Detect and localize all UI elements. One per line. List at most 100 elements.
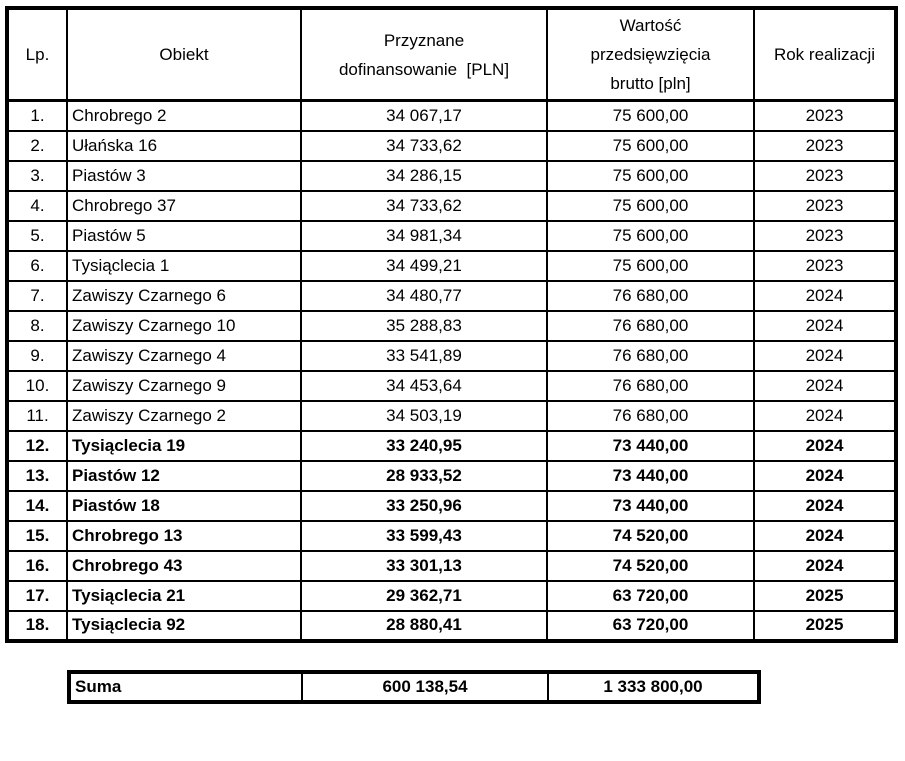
wartosc-cell: 63 720,00 (546, 609, 755, 642)
obiekt-cell: Zawiszy Czarnego 10 (66, 309, 302, 342)
dofinansowanie-cell: 35 288,83 (300, 309, 548, 342)
lp-cell: 2. (6, 129, 68, 162)
obiekt-cell: Ułańska 16 (66, 129, 302, 162)
rok-cell: 2023 (753, 159, 897, 192)
rok-cell: 2024 (753, 279, 897, 312)
lp-cell: 9. (6, 339, 68, 372)
rok-cell: 2023 (753, 249, 897, 282)
header-rok: Rok realizacji (753, 7, 897, 102)
summary-row: Suma 600 138,54 1 333 800,00 (68, 670, 760, 703)
summary-wartosc: 1 333 800,00 (547, 670, 760, 703)
wartosc-cell: 75 600,00 (546, 249, 755, 282)
table-row: 5. Piastów 5 34 981,34 75 600,00 2023 (6, 219, 897, 252)
obiekt-cell: Zawiszy Czarnego 9 (66, 369, 302, 402)
lp-cell: 3. (6, 159, 68, 192)
rok-cell: 2023 (753, 189, 897, 222)
wartosc-cell: 76 680,00 (546, 369, 755, 402)
table-row: 8. Zawiszy Czarnego 10 35 288,83 76 680,00 2… (6, 309, 897, 342)
rok-cell: 2023 (753, 219, 897, 252)
dofinansowanie-cell: 34 067,17 (300, 99, 548, 132)
table-row: 17. Tysiąclecia 21 29 362,71 63 720,00 2025 (6, 579, 897, 612)
obiekt-cell: Zawiszy Czarnego 4 (66, 339, 302, 372)
lp-cell: 7. (6, 279, 68, 312)
funding-table: Lp. Obiekt Przyznane dofinansowanie [PLN… (5, 6, 898, 643)
obiekt-cell: Chrobrego 43 (66, 549, 302, 582)
obiekt-cell: Piastów 3 (66, 159, 302, 192)
table-row: 9. Zawiszy Czarnego 4 33 541,89 76 680,00 20… (6, 339, 897, 372)
table-body: 1. Chrobrego 2 34 067,17 75 600,00 2023 2. Uła… (6, 99, 897, 642)
wartosc-cell: 63 720,00 (546, 579, 755, 612)
lp-cell: 1. (6, 99, 68, 132)
lp-cell: 12. (6, 429, 68, 462)
dofinansowanie-cell: 33 541,89 (300, 339, 548, 372)
table-row: 13. Piastów 12 28 933,52 73 440,00 2024 (6, 459, 897, 492)
dofinansowanie-cell: 29 362,71 (300, 579, 548, 612)
table-row: 7. Zawiszy Czarnego 6 34 480,77 76 680,00 20… (6, 279, 897, 312)
dofinansowanie-cell: 28 933,52 (300, 459, 548, 492)
wartosc-cell: 74 520,00 (546, 519, 755, 552)
lp-cell: 15. (6, 519, 68, 552)
table-row: 12. Tysiąclecia 19 33 240,95 73 440,00 2024 (6, 429, 897, 462)
table-row: 11. Zawiszy Czarnego 2 34 503,19 76 680,00 2… (6, 399, 897, 432)
table-row: 15. Chrobrego 13 33 599,43 74 520,00 2024 (6, 519, 897, 552)
obiekt-cell: Piastów 12 (66, 459, 302, 492)
rok-cell: 2024 (753, 429, 897, 462)
obiekt-cell: Zawiszy Czarnego 6 (66, 279, 302, 312)
wartosc-cell: 75 600,00 (546, 159, 755, 192)
rok-cell: 2024 (753, 459, 897, 492)
table-row: 1. Chrobrego 2 34 067,17 75 600,00 2023 (6, 99, 897, 132)
dofinansowanie-cell: 34 453,64 (300, 369, 548, 402)
table-row: 2. Ułańska 16 34 733,62 75 600,00 2023 (6, 129, 897, 162)
lp-cell: 17. (6, 579, 68, 612)
obiekt-cell: Chrobrego 37 (66, 189, 302, 222)
lp-cell: 16. (6, 549, 68, 582)
rok-cell: 2024 (753, 399, 897, 432)
rok-cell: 2024 (753, 339, 897, 372)
obiekt-cell: Tysiąclecia 19 (66, 429, 302, 462)
lp-cell: 6. (6, 249, 68, 282)
table-row: 3. Piastów 3 34 286,15 75 600,00 2023 (6, 159, 897, 192)
wartosc-cell: 75 600,00 (546, 219, 755, 252)
dofinansowanie-cell: 28 880,41 (300, 609, 548, 642)
rok-cell: 2024 (753, 549, 897, 582)
dofinansowanie-cell: 34 286,15 (300, 159, 548, 192)
dofinansowanie-cell: 34 480,77 (300, 279, 548, 312)
wartosc-cell: 76 680,00 (546, 399, 755, 432)
rok-cell: 2025 (753, 579, 897, 612)
dofinansowanie-cell: 34 981,34 (300, 219, 548, 252)
wartosc-cell: 74 520,00 (546, 549, 755, 582)
lp-cell: 11. (6, 399, 68, 432)
table-row: 6. Tysiąclecia 1 34 499,21 75 600,00 2023 (6, 249, 897, 282)
lp-cell: 13. (6, 459, 68, 492)
obiekt-cell: Tysiąclecia 92 (66, 609, 302, 642)
header-wartosc: Wartość przedsięwzięcia brutto [pln] (546, 7, 755, 102)
wartosc-cell: 75 600,00 (546, 129, 755, 162)
table-row: 18. Tysiąclecia 92 28 880,41 63 720,00 2025 (6, 609, 897, 642)
lp-cell: 14. (6, 489, 68, 522)
wartosc-cell: 73 440,00 (546, 459, 755, 492)
table-row: 14. Piastów 18 33 250,96 73 440,00 2024 (6, 489, 897, 522)
dofinansowanie-cell: 34 503,19 (300, 399, 548, 432)
obiekt-cell: Zawiszy Czarnego 2 (66, 399, 302, 432)
dofinansowanie-cell: 34 733,62 (300, 129, 548, 162)
rok-cell: 2023 (753, 129, 897, 162)
lp-cell: 10. (6, 369, 68, 402)
lp-cell: 5. (6, 219, 68, 252)
table-row: 4. Chrobrego 37 34 733,62 75 600,00 2023 (6, 189, 897, 222)
header-row: Lp. Obiekt Przyznane dofinansowanie [PLN… (6, 7, 897, 102)
table-row: 16. Chrobrego 43 33 301,13 74 520,00 2024 (6, 549, 897, 582)
lp-cell: 8. (6, 309, 68, 342)
wartosc-cell: 75 600,00 (546, 99, 755, 132)
summary-dofinansowanie: 600 138,54 (301, 670, 549, 703)
rok-cell: 2024 (753, 369, 897, 402)
dofinansowanie-cell: 33 240,95 (300, 429, 548, 462)
lp-cell: 18. (6, 609, 68, 642)
wartosc-cell: 75 600,00 (546, 189, 755, 222)
table-header: Lp. Obiekt Przyznane dofinansowanie [PLN… (6, 7, 897, 102)
rok-cell: 2023 (753, 99, 897, 132)
wartosc-cell: 76 680,00 (546, 339, 755, 372)
obiekt-cell: Chrobrego 2 (66, 99, 302, 132)
summary-label: Suma (68, 670, 303, 703)
lp-cell: 4. (6, 189, 68, 222)
